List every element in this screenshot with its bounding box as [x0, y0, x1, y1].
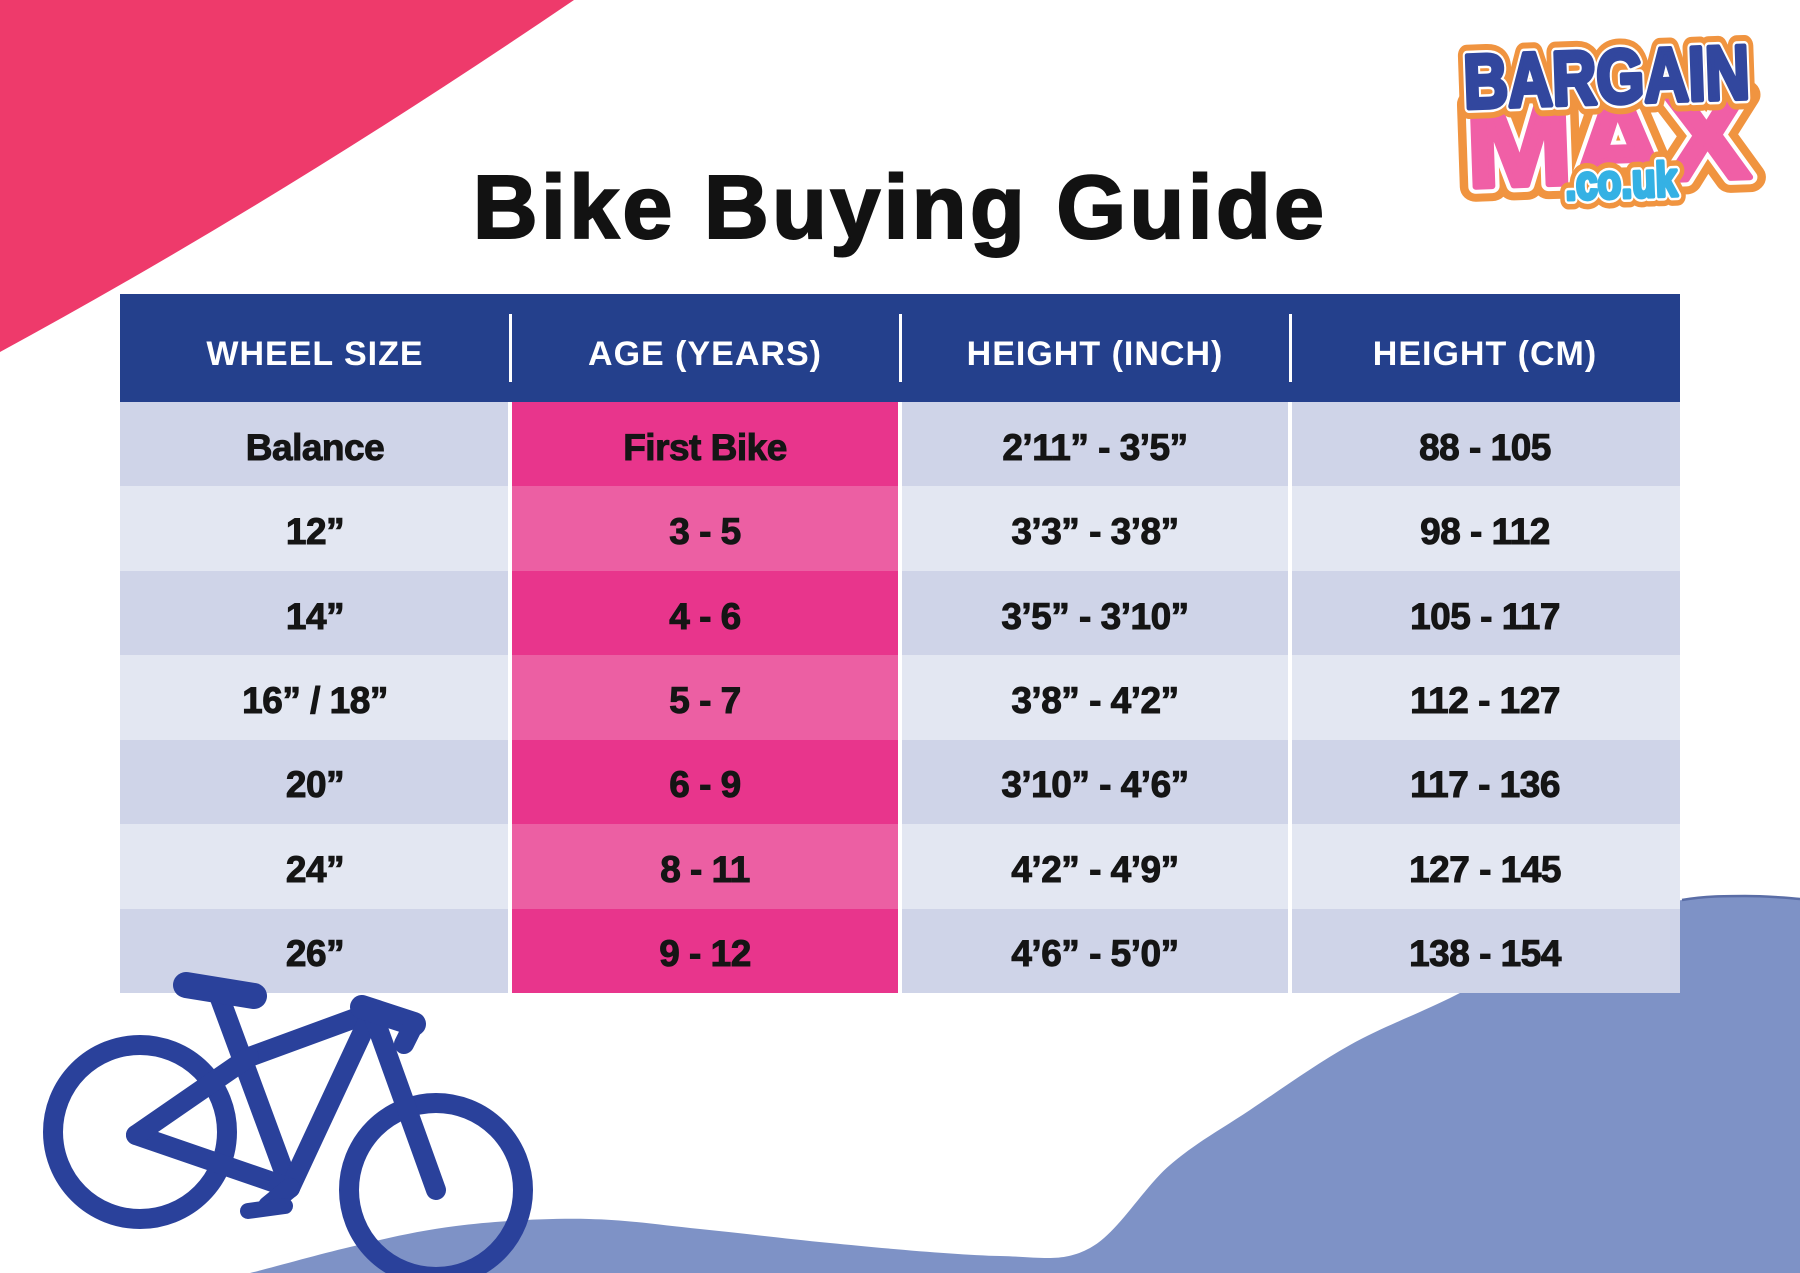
svg-text:.co.uk: .co.uk	[1564, 154, 1678, 211]
svg-text:MAX: MAX	[1463, 69, 1752, 213]
svg-text:BARGAIN: BARGAIN	[1462, 30, 1751, 125]
svg-text:.co.uk: .co.uk	[1564, 154, 1678, 211]
svg-text:MAX: MAX	[1463, 69, 1752, 213]
svg-text:BARGAIN: BARGAIN	[1462, 30, 1751, 125]
svg-text:MAX: MAX	[1463, 69, 1752, 213]
